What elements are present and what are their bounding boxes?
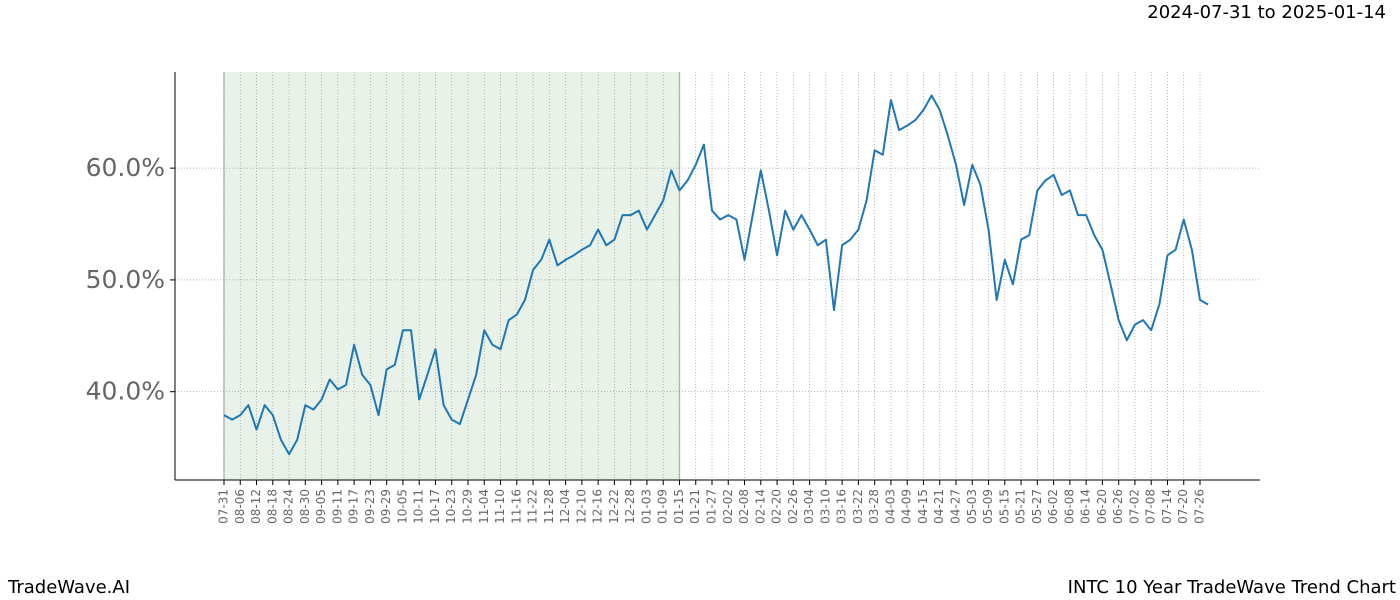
brand: TradeWave.AI [7, 577, 130, 598]
x-tick-label: 07-20 [1176, 489, 1190, 524]
x-tick-label: 04-03 [883, 489, 897, 524]
x-tick-label: 09-11 [330, 489, 344, 524]
x-tick-label: 07-26 [1193, 489, 1207, 524]
x-tick-label: 07-08 [1144, 489, 1158, 524]
x-tick-label: 06-26 [1111, 489, 1125, 524]
x-tick-label: 04-21 [932, 489, 946, 524]
trend-line [223, 94, 1209, 456]
x-tick-label: 09-17 [347, 489, 361, 524]
x-tick-label: 08-18 [265, 489, 279, 524]
x-tick-label: 09-05 [314, 489, 328, 524]
x-tick-label: 10-23 [444, 489, 458, 524]
x-tick-label: 03-04 [802, 489, 816, 524]
x-tick-label: 08-30 [298, 489, 312, 524]
date-range: 2024-07-31 to 2025-01-14 [1147, 2, 1386, 23]
x-tick-label: 05-15 [997, 489, 1011, 524]
x-tick-label: 08-12 [249, 489, 263, 524]
x-tick-label: 06-20 [1095, 489, 1109, 524]
x-tick-label: 01-09 [656, 489, 670, 524]
x-tick-label: 11-16 [509, 489, 523, 524]
x-tick-label: 10-11 [412, 489, 426, 524]
x-tick-label: 02-14 [753, 489, 767, 524]
x-tick-label: 12-04 [558, 489, 572, 524]
x-tick-label: 01-15 [672, 489, 686, 524]
x-tick-label: 11-28 [542, 489, 556, 524]
x-tick-label: 08-24 [282, 489, 296, 524]
x-tick-label: 07-02 [1127, 489, 1141, 524]
x-tick-label: 11-22 [526, 489, 540, 524]
x-tick-label: 07-31 [217, 489, 231, 524]
x-tick-label: 02-02 [721, 489, 735, 524]
x-tick-label: 11-04 [477, 489, 491, 524]
x-tick-label: 05-03 [965, 489, 979, 524]
x-tick-label: 10-29 [461, 489, 475, 524]
chart-title: INTC 10 Year TradeWave Trend Chart [1068, 577, 1396, 598]
x-tick-label: 01-03 [639, 489, 653, 524]
x-tick-label: 07-14 [1160, 489, 1174, 524]
y-tick-label: 60.0% [86, 153, 165, 182]
x-tick-label: 12-16 [591, 489, 605, 524]
x-tick-label: 10-17 [428, 489, 442, 524]
x-tick-label: 02-08 [737, 489, 751, 524]
x-tick-label: 04-15 [916, 489, 930, 524]
x-tick-label: 12-22 [607, 489, 621, 524]
x-tick-label: 02-20 [770, 489, 784, 524]
x-tick-label: 03-22 [851, 489, 865, 524]
x-tick-label: 01-27 [705, 489, 719, 524]
x-tick-label: 09-29 [379, 489, 393, 524]
x-tick-label: 03-16 [835, 489, 849, 524]
x-tick-label: 12-28 [623, 489, 637, 524]
x-tick-label: 08-06 [233, 489, 247, 524]
x-tick-label: 06-14 [1079, 489, 1093, 524]
y-tick-label: 50.0% [86, 265, 165, 294]
x-tick-label: 05-21 [1014, 489, 1028, 524]
x-tick-label: 10-05 [395, 489, 409, 524]
x-tick-label: 03-10 [818, 489, 832, 524]
x-tick-label: 06-02 [1046, 489, 1060, 524]
x-tick-label: 04-09 [900, 489, 914, 524]
x-tick-label: 05-09 [981, 489, 995, 524]
x-tick-label: 04-27 [949, 489, 963, 524]
y-tick-label: 40.0% [86, 377, 165, 406]
x-tick-label: 01-21 [688, 489, 702, 524]
x-tick-label: 12-10 [574, 489, 588, 524]
x-tick-label: 09-23 [363, 489, 377, 524]
x-tick-label: 03-28 [867, 489, 881, 524]
x-tick-label: 11-10 [493, 489, 507, 524]
x-tick-label: 05-27 [1030, 489, 1044, 524]
x-tick-label: 06-08 [1062, 489, 1076, 524]
x-tick-label: 02-26 [786, 489, 800, 524]
